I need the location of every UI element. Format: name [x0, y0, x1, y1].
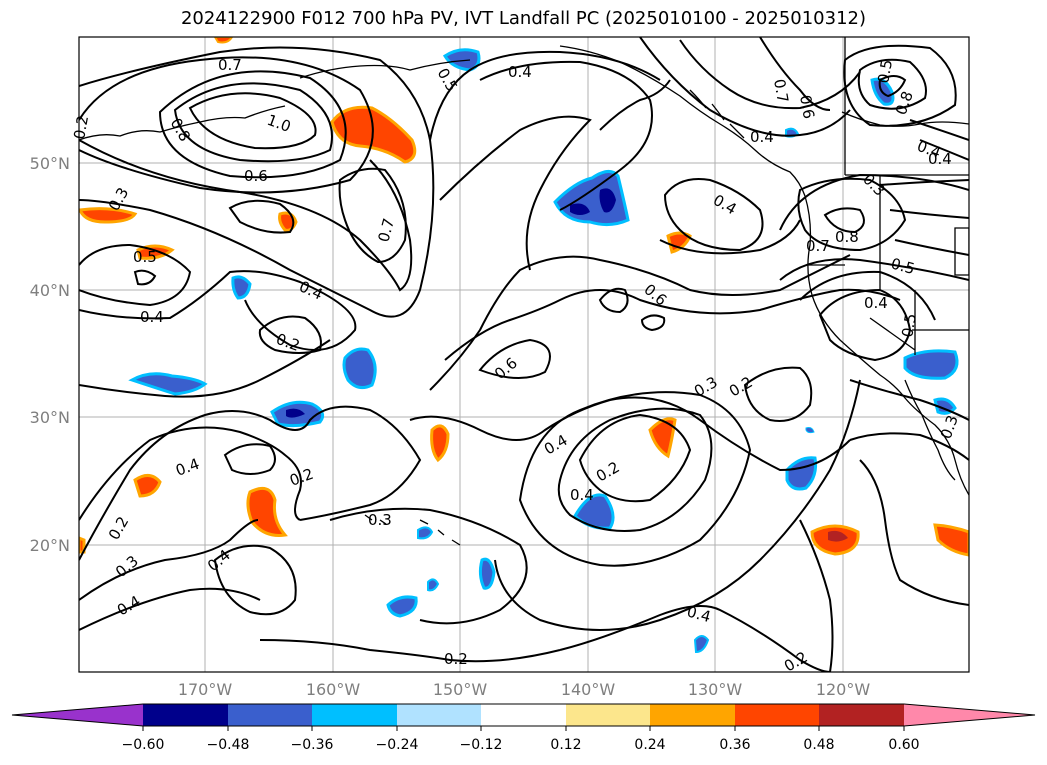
- longitude-axis: 170°W 160°W 150°W 140°W 130°W 120°W: [178, 680, 871, 699]
- contour-label: 0.7: [770, 78, 792, 105]
- lat-label: 40°N: [30, 281, 70, 300]
- colorbar-bin: [143, 704, 228, 726]
- contour-label: 0.7: [806, 237, 830, 255]
- contour-label: 0.4: [864, 294, 888, 312]
- contour-label: 0.4: [140, 308, 164, 326]
- graticule: [79, 37, 969, 672]
- lon-label: 120°W: [816, 680, 871, 699]
- colorbar-tick-label: 0.60: [888, 737, 919, 753]
- colorbar-bin: [566, 704, 650, 726]
- lat-label: 50°N: [30, 154, 70, 173]
- lon-label: 130°W: [688, 680, 743, 699]
- colorbar-bin: [312, 704, 397, 726]
- contour-label: 0.4: [750, 128, 774, 146]
- contour-label: 0.4: [685, 602, 713, 626]
- colorbar-tick-label: 0.48: [803, 737, 834, 753]
- colorbar-tick-label: −0.36: [291, 737, 334, 753]
- latitude-axis: 50°N 40°N 30°N 20°N: [30, 154, 70, 555]
- contour-label: 0.6: [244, 167, 268, 185]
- pv-contours: [79, 37, 969, 672]
- contour-label: 0.5: [898, 312, 920, 339]
- contour-label: 0.4: [508, 63, 532, 81]
- contour-label: 0.5: [133, 248, 157, 266]
- colorbar-bin: [735, 704, 819, 726]
- colorbar-tick-label: −0.48: [207, 737, 250, 753]
- negative-anomaly-shading: [128, 48, 959, 654]
- contour-label: 0.2: [444, 650, 468, 668]
- contour-label: 0.5: [874, 58, 896, 85]
- lon-label: 140°W: [561, 680, 616, 699]
- contour-label: 0.8: [835, 228, 859, 246]
- contour-label: 0.6: [796, 94, 818, 121]
- contour-label: 0.7: [374, 216, 398, 244]
- contour-label: 0.3: [368, 511, 392, 529]
- colorbar-extend-high: [904, 704, 1035, 726]
- lat-label: 30°N: [30, 408, 70, 427]
- contour-label: 0.5: [889, 254, 917, 278]
- lon-label: 150°W: [433, 680, 488, 699]
- colorbar-bin: [819, 704, 904, 726]
- colorbar-tick-label: −0.60: [122, 737, 165, 753]
- contour-label: 0.4: [928, 150, 952, 168]
- colorbar-tick-label: −0.24: [376, 737, 419, 753]
- figure-title: 2024122900 F012 700 hPa PV, IVT Landfall…: [180, 8, 867, 29]
- lon-label: 170°W: [178, 680, 233, 699]
- contour-label: 0.2: [70, 114, 92, 141]
- colorbar-tick-label: 0.12: [550, 737, 581, 753]
- map-frame: [78, 36, 970, 673]
- contour-label: 0.7: [218, 56, 242, 74]
- lon-label: 160°W: [306, 680, 361, 699]
- colorbar-bin: [228, 704, 312, 726]
- colorbar-tick-label: −0.12: [460, 737, 503, 753]
- contour-label: 0.4: [570, 486, 594, 504]
- map-content: [79, 37, 969, 672]
- colorbar-tick-label: 0.24: [634, 737, 665, 753]
- lat-label: 20°N: [30, 536, 70, 555]
- colorbar-extend-low: [12, 704, 143, 726]
- colorbar-tick-label: 0.36: [719, 737, 750, 753]
- coastlines: [79, 37, 969, 546]
- colorbar-bin: [397, 704, 481, 726]
- colorbar: −0.60 −0.48 −0.36 −0.24 −0.12 0.12 0.24 …: [11, 703, 1036, 753]
- colorbar-bin: [650, 704, 735, 726]
- colorbar-bin: [481, 704, 566, 726]
